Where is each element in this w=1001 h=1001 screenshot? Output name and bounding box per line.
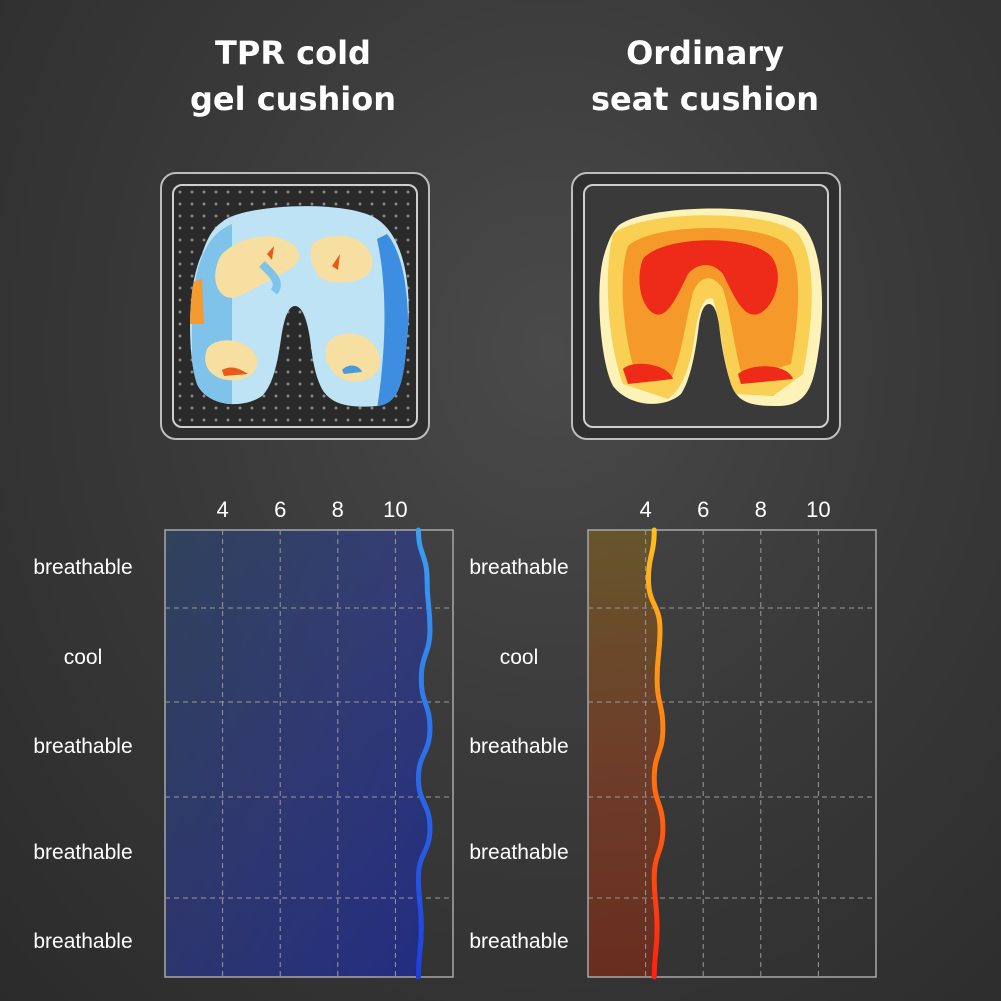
ordinary-pressure-map xyxy=(599,208,823,406)
ordinary-chart-frame xyxy=(587,529,877,978)
tpr-x-tick-label: 10 xyxy=(383,497,407,522)
ordinary-x-tick-label: 10 xyxy=(806,497,830,522)
tpr-row-label: breathable xyxy=(33,841,132,864)
ordinary-series-line xyxy=(645,527,666,980)
tpr-x-tick-label: 4 xyxy=(216,497,228,522)
tpr-map-hot-spot xyxy=(222,367,248,376)
ordinary-chart: 4 6 8 10 breathable cool breathable breathable b… xyxy=(469,497,877,980)
ordinary-map-hot-zone xyxy=(639,240,778,315)
ordinary-x-tick-label: 8 xyxy=(755,497,767,522)
tpr-map-warm-zone xyxy=(310,235,373,283)
tpr-series-line xyxy=(415,527,433,980)
ordinary-row-label: breathable xyxy=(469,841,568,864)
ordinary-row-label: breathable xyxy=(469,735,568,758)
tpr-map-warm-zone xyxy=(205,340,258,381)
ordinary-row-label: breathable xyxy=(469,930,568,953)
ordinary-map-hot-spot xyxy=(623,363,673,384)
tpr-cushion-title: TPR cold gel cushion xyxy=(189,34,397,118)
tpr-map-cool-streak xyxy=(259,261,281,295)
ordinary-map-hot-spot xyxy=(738,366,793,384)
tpr-map-hot-spot xyxy=(267,246,274,260)
ordinary-row-label: cool xyxy=(500,646,539,669)
tpr-map-edge-right xyxy=(377,234,409,407)
tpr-map-warm-zone xyxy=(325,333,381,382)
tpr-pressure-map xyxy=(190,206,409,407)
ordinary-series-area xyxy=(588,530,663,977)
ordinary-x-tick-label: 4 xyxy=(639,497,651,522)
tpr-cushion-panel xyxy=(160,172,430,440)
ordinary-cushion-title: Ordinary seat cushion xyxy=(590,34,820,118)
tpr-map-cool-spot xyxy=(342,365,362,374)
tpr-x-tick-label: 6 xyxy=(274,497,286,522)
tpr-map-hot-spot xyxy=(332,254,340,270)
tpr-row-label: cool xyxy=(64,646,103,669)
ordinary-cushion-panel xyxy=(571,172,841,440)
tpr-x-tick-label: 8 xyxy=(332,497,344,522)
tpr-chart: 4 6 8 10 breathable cool breathable breathable b… xyxy=(33,497,454,980)
ordinary-x-tick-label: 6 xyxy=(697,497,709,522)
tpr-chart-frame xyxy=(164,529,454,978)
tpr-map-warm-zone xyxy=(215,236,300,298)
ordinary-row-label: breathable xyxy=(469,556,568,579)
tpr-row-label: breathable xyxy=(33,556,132,579)
tpr-row-label: breathable xyxy=(33,930,132,953)
tpr-series-area xyxy=(165,530,430,977)
tpr-row-label: breathable xyxy=(33,735,132,758)
